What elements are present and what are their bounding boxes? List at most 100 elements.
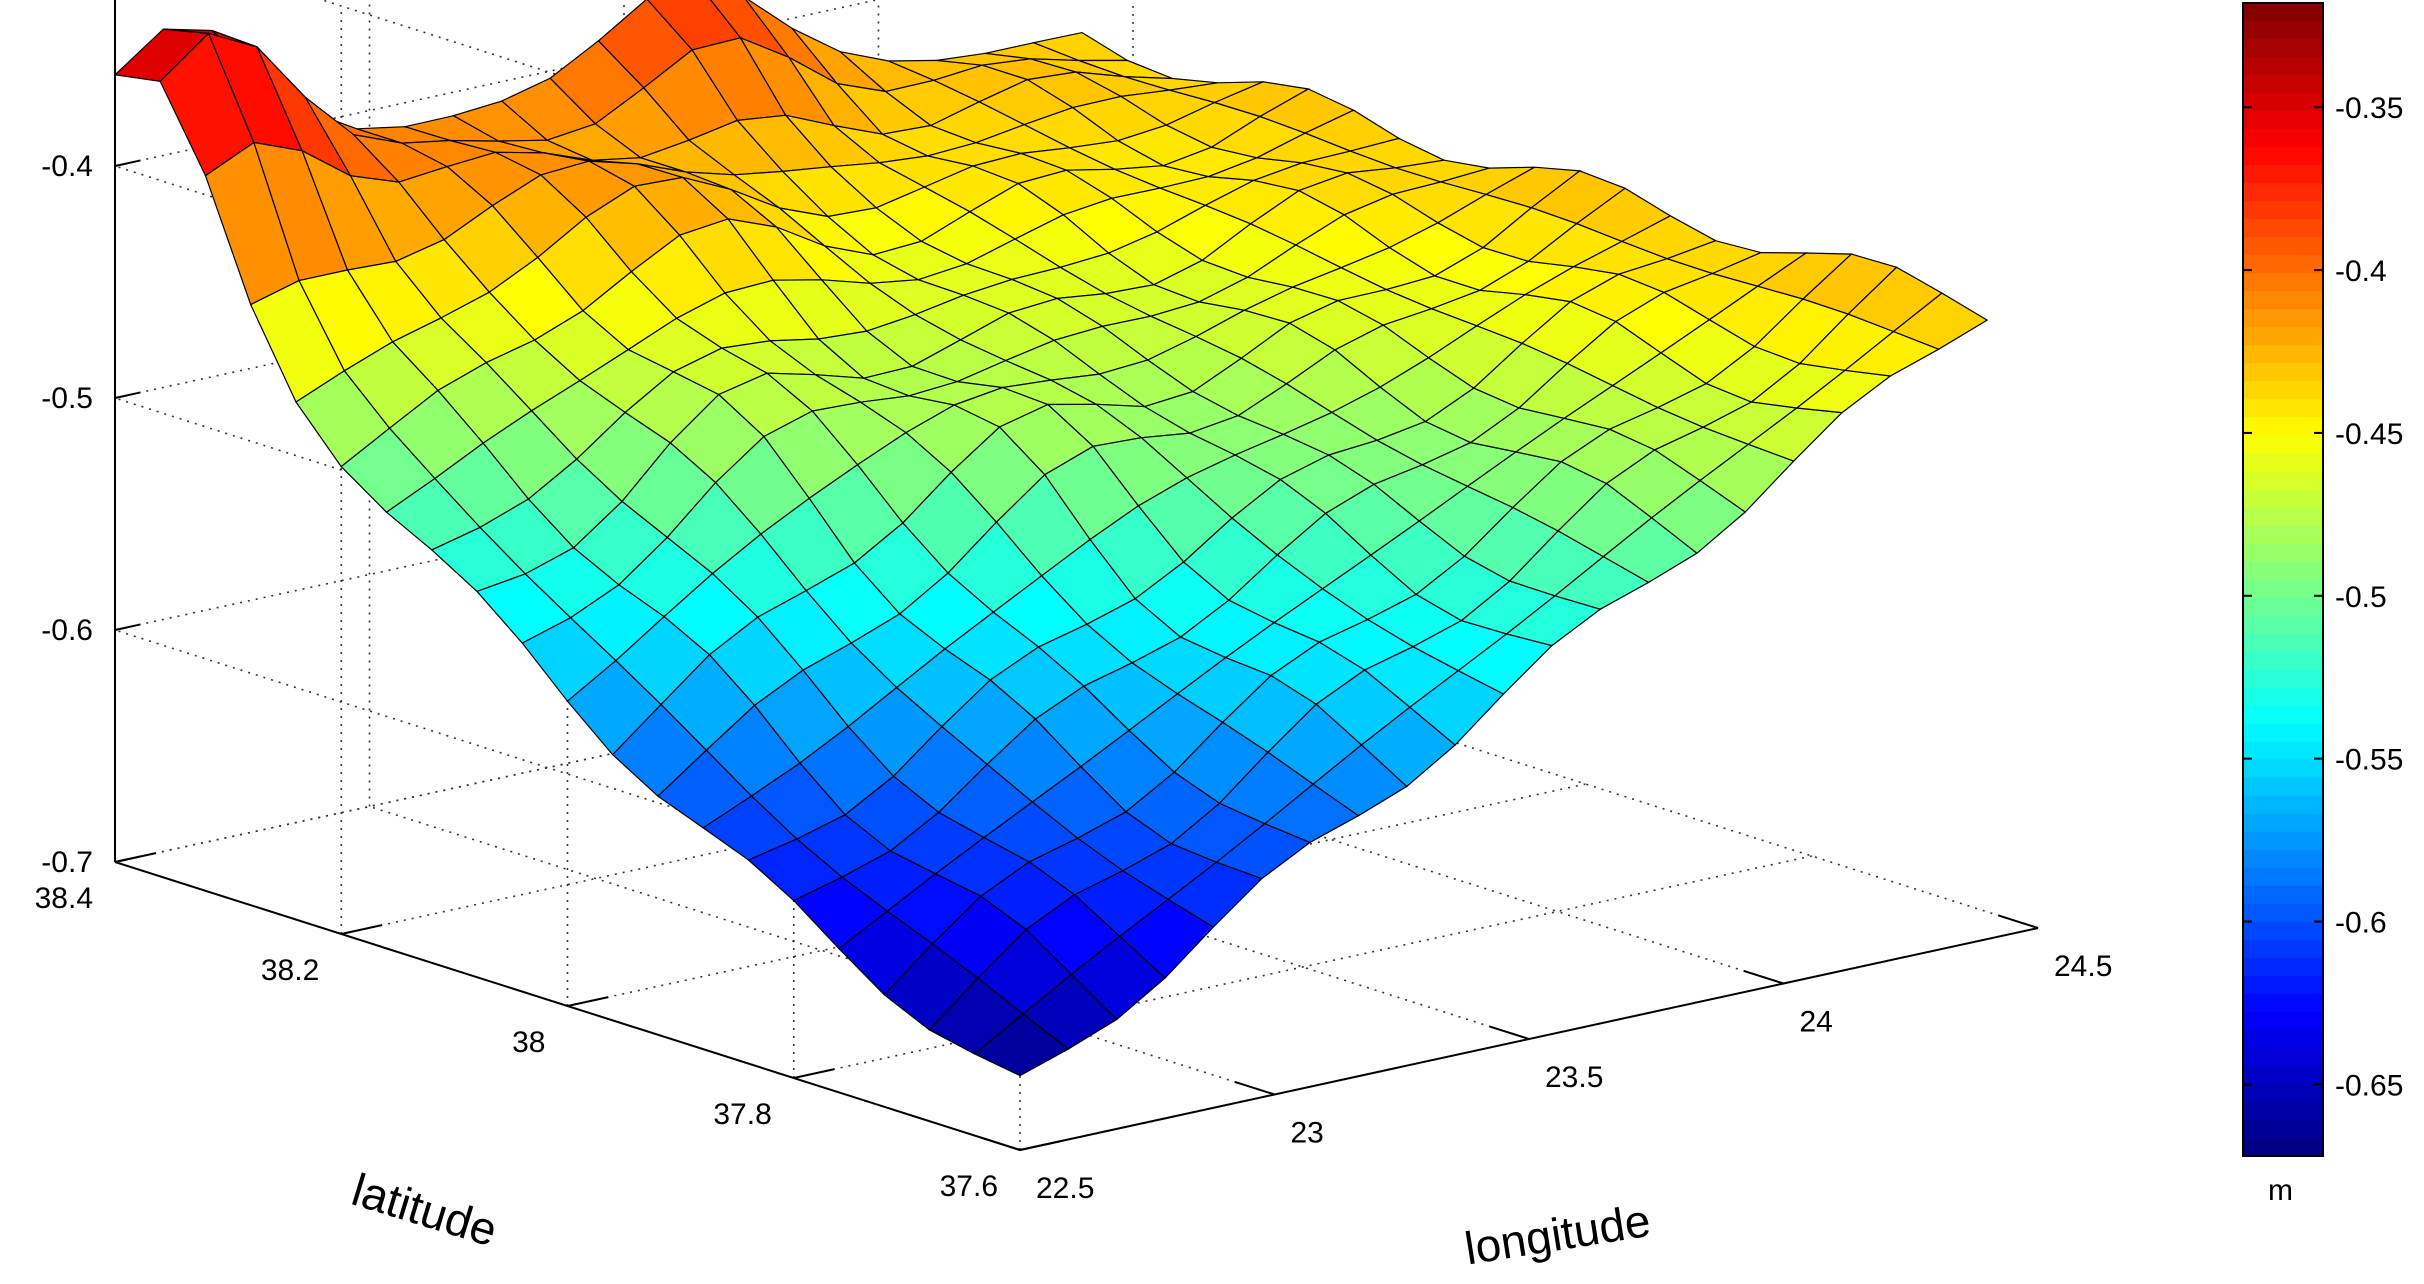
colorbar-level — [2243, 597, 2323, 617]
colorbar-level — [2243, 363, 2323, 382]
colorbar-level — [2243, 579, 2323, 599]
colorbar-level — [2243, 327, 2323, 346]
z-tick-label: -0.5 — [41, 382, 93, 415]
colorbar-tick-label: -0.35 — [2335, 92, 2403, 125]
colorbar-level — [2243, 651, 2323, 671]
colorbar-level — [2243, 543, 2323, 563]
y-tick-mark — [341, 924, 383, 935]
colorbar-level — [2243, 903, 2323, 923]
colorbar-level — [2243, 777, 2323, 797]
colorbar-level — [2243, 309, 2323, 328]
colorbar-level — [2243, 111, 2323, 130]
colorbar-level — [2243, 1065, 2323, 1085]
colorbar-level — [2243, 1083, 2323, 1103]
colorbar-level — [2243, 237, 2323, 256]
colorbar-level — [2243, 75, 2323, 94]
colorbar-tick-label: -0.4 — [2335, 255, 2387, 288]
x-tick-mark — [980, 1136, 1021, 1151]
colorbar-level — [2243, 57, 2323, 76]
colorbar-level — [2243, 813, 2323, 833]
colorbar-tick-label: -0.6 — [2335, 906, 2387, 939]
colorbar-gradient — [2243, 3, 2323, 1157]
y-tick-label: 38 — [512, 1026, 545, 1059]
x-tick-label: 23.5 — [1545, 1061, 1603, 1094]
colorbar-level — [2243, 93, 2323, 112]
x-tick-mark — [1489, 1025, 1530, 1040]
colorbar-level — [2243, 255, 2323, 274]
colorbar-level — [2243, 939, 2323, 959]
colorbar-level — [2243, 957, 2323, 977]
colorbar-level — [2243, 21, 2323, 40]
y-tick-label: 37.6 — [940, 1170, 998, 1203]
colorbar-level — [2243, 1119, 2323, 1139]
colorbar-level — [2243, 1137, 2323, 1157]
colorbar-level — [2243, 1047, 2323, 1067]
colorbar-level — [2243, 669, 2323, 689]
z-tick-mark — [114, 623, 141, 631]
colorbar-level — [2243, 399, 2323, 418]
y-axis-label: latitude — [346, 1163, 503, 1256]
colorbar-level — [2243, 975, 2323, 995]
axes-lines — [114, 0, 2039, 1151]
colorbar-level — [2243, 453, 2323, 473]
x-tick-mark — [1743, 969, 1784, 985]
colorbar-level — [2243, 921, 2323, 941]
x-tick-mark — [1998, 914, 2039, 929]
colorbar-level — [2243, 633, 2323, 653]
colorbar-level — [2243, 1101, 2323, 1121]
tick-labels: 22.5 23 23.5 24 24.5 37.6 37.8 38 38.2 38.4-0.7 -0… — [35, 150, 2113, 1205]
colorbar-frame — [2242, 2, 2324, 1157]
z-tick-mark — [114, 159, 141, 167]
surface-cell — [1892, 292, 1989, 350]
z-tick-mark — [114, 391, 141, 399]
colorbar-level — [2243, 489, 2323, 509]
colorbar: -0.35 -0.4 -0.45 -0.5 -0.55 -0.6 -0.65 m — [2242, 2, 2403, 1207]
colorbar-tick-label: -0.5 — [2335, 581, 2387, 614]
colorbar-level — [2243, 507, 2323, 527]
colorbar-level — [2243, 417, 2323, 436]
colorbar-level — [2243, 723, 2323, 743]
colorbar-level — [2243, 615, 2323, 635]
colorbar-level — [2243, 759, 2323, 779]
colorbar-level — [2243, 183, 2323, 202]
colorbar-level — [2243, 147, 2323, 166]
y-tick-label: 38.4 — [35, 882, 93, 915]
colorbar-level — [2243, 165, 2323, 184]
y-tick-mark — [1019, 1140, 1061, 1151]
colorbar-level — [2243, 3, 2323, 22]
colorbar-level — [2243, 435, 2323, 454]
colorbar-level — [2243, 273, 2323, 292]
colorbar-level — [2243, 1011, 2323, 1031]
colorbar-tick-label: -0.45 — [2335, 418, 2403, 451]
z-tick-label: -0.4 — [41, 150, 93, 183]
surface-mesh — [113, 0, 1989, 1077]
x-tick-label: 22.5 — [1036, 1172, 1094, 1205]
colorbar-level — [2243, 291, 2323, 310]
colorbar-level — [2243, 1029, 2323, 1049]
colorbar-level — [2243, 525, 2323, 545]
colorbar-level — [2243, 219, 2323, 238]
x-tick-label: 24 — [1800, 1006, 1833, 1039]
colorbar-level — [2243, 885, 2323, 905]
colorbar-level — [2243, 561, 2323, 581]
x-tick-label: 24.5 — [2054, 950, 2112, 983]
grid-line — [793, 855, 1812, 1079]
colorbar-tick-label: -0.55 — [2335, 744, 2403, 777]
colorbar-level — [2243, 201, 2323, 220]
z-tick-mark — [114, 855, 141, 863]
colorbar-level — [2243, 345, 2323, 364]
x-tick-mark — [1234, 1080, 1275, 1096]
colorbar-tick-label: -0.65 — [2335, 1069, 2403, 1102]
x-tick-label: 23 — [1291, 1117, 1324, 1150]
colorbar-level — [2243, 129, 2323, 148]
colorbar-unit-label: m — [2268, 1174, 2293, 1207]
colorbar-level — [2243, 687, 2323, 707]
z-tick-label: -0.7 — [41, 846, 93, 879]
x-axis-label: longitude — [1461, 1194, 1654, 1275]
y-tick-label: 37.8 — [713, 1098, 771, 1131]
colorbar-level — [2243, 39, 2323, 58]
y-tick-mark — [793, 1068, 835, 1079]
z-tick-label: -0.6 — [41, 614, 93, 647]
colorbar-level — [2243, 831, 2323, 851]
